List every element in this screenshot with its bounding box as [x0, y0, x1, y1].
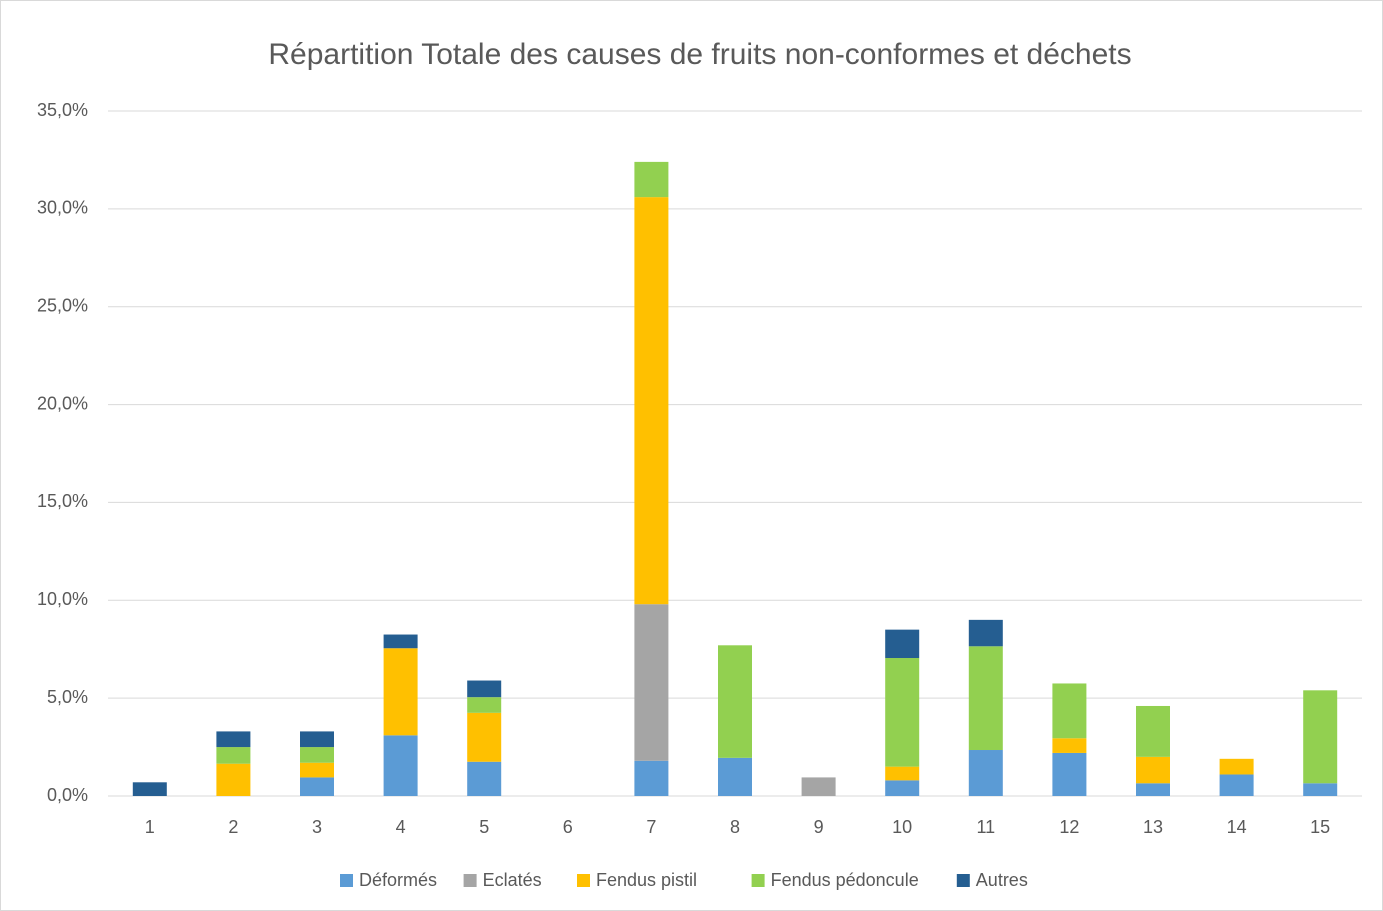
bar-segment — [1219, 774, 1254, 796]
bar-segment — [885, 629, 920, 659]
y-tick-label: 35,0% — [37, 100, 88, 120]
bar-segment — [1303, 783, 1338, 796]
bar-segment — [968, 750, 1003, 796]
y-tick-label: 0,0% — [47, 785, 88, 805]
bar-segment — [132, 782, 167, 796]
bar-segment — [467, 697, 502, 713]
y-tick-label: 20,0% — [37, 393, 88, 413]
bar-segment — [383, 648, 418, 736]
legend-label: Déformés — [359, 870, 437, 890]
bar-segment — [1136, 705, 1170, 757]
bar-segment — [1219, 758, 1254, 775]
legend-label: Fendus pistil — [596, 870, 697, 890]
legend-swatch — [463, 874, 477, 887]
legend-label: Fendus pédoncule — [771, 870, 919, 890]
legend-swatch — [956, 874, 970, 887]
bar-segment — [968, 646, 1003, 751]
bar-segment — [1136, 756, 1170, 784]
y-tick-label: 10,0% — [37, 589, 88, 609]
x-tick-label: 15 — [1310, 817, 1330, 837]
bar-segment — [300, 762, 334, 778]
legend-swatch — [340, 874, 353, 887]
bar-segment — [968, 619, 1003, 647]
chart-title: Répartition Totale des causes de fruits … — [268, 38, 1131, 71]
legend-label: Eclatés — [483, 870, 542, 890]
bar-segment — [300, 731, 334, 748]
x-tick-label: 3 — [312, 817, 322, 837]
bar-segment — [383, 735, 418, 796]
bar-segment — [1052, 752, 1087, 796]
bar-segment — [885, 658, 920, 767]
legend-swatch — [577, 874, 590, 887]
bar-segment — [1136, 783, 1170, 796]
x-tick-label: 8 — [730, 817, 740, 837]
y-tick-label: 5,0% — [47, 687, 88, 707]
legend-label: Autres — [976, 870, 1028, 890]
bar-segment — [634, 161, 669, 198]
x-tick-label: 1 — [145, 817, 155, 837]
bar-segment — [467, 680, 502, 698]
bar-segment — [1052, 683, 1087, 739]
x-tick-label: 14 — [1227, 817, 1247, 837]
x-tick-label: 10 — [892, 817, 912, 837]
bar-segment — [634, 604, 669, 761]
x-tick-label: 13 — [1143, 817, 1163, 837]
bar-segment — [1303, 690, 1338, 784]
bar-segment — [216, 763, 251, 796]
x-tick-label: 2 — [228, 817, 238, 837]
y-tick-label: 25,0% — [37, 295, 88, 315]
x-tick-label: 6 — [563, 817, 573, 837]
bar-segment — [718, 645, 752, 758]
x-tick-label: 11 — [976, 817, 995, 837]
y-tick-label: 15,0% — [37, 491, 88, 511]
x-tick-label: 5 — [479, 817, 489, 837]
y-tick-label: 30,0% — [37, 198, 88, 218]
bar-segment — [300, 747, 334, 763]
bar-segment — [467, 712, 502, 762]
x-tick-label: 7 — [646, 817, 656, 837]
bar-segment — [634, 760, 669, 796]
x-tick-label: 12 — [1059, 817, 1079, 837]
bar-segment — [718, 757, 752, 796]
bar-segment — [467, 761, 502, 796]
bar-segment — [634, 197, 669, 605]
bar-segment — [885, 766, 920, 781]
bar-segment — [1052, 738, 1087, 753]
bar-segment — [216, 747, 251, 764]
bar-segment — [383, 634, 418, 649]
x-tick-label: 4 — [396, 817, 406, 837]
x-tick-label: 9 — [814, 817, 824, 837]
bar-segment — [300, 777, 334, 796]
legend-swatch — [751, 874, 765, 887]
bar-segment — [216, 731, 251, 748]
bar-segment — [885, 780, 920, 796]
bar-segment — [801, 777, 836, 796]
